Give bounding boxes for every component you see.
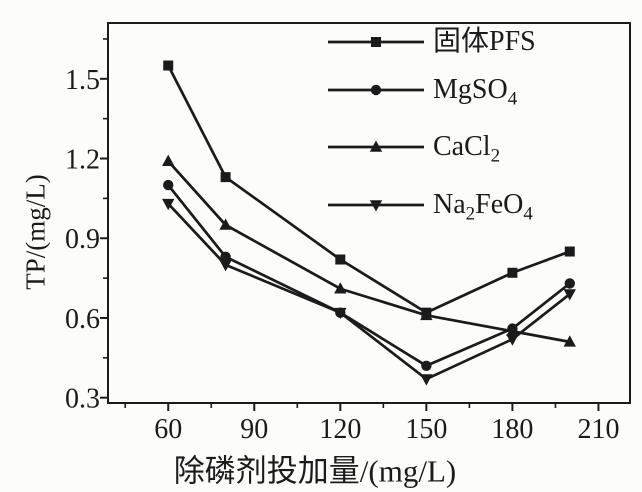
data-marker-mgso4 — [220, 251, 231, 263]
data-marker-cacl2 — [563, 335, 576, 347]
legend-key-na2feo4 — [328, 200, 424, 212]
plot-frame — [107, 22, 631, 404]
data-marker-cacl2 — [334, 282, 347, 294]
legend-item-pfs: 固体PFS — [328, 24, 536, 60]
legend-triangle-up-icon — [369, 140, 383, 152]
data-marker-mgso4 — [421, 360, 432, 371]
x-tick-label: 120 — [319, 414, 361, 445]
y-axis-title: TP/(mg/L) — [20, 174, 51, 290]
data-marker-cacl2 — [162, 154, 175, 166]
legend-key-mgso4 — [328, 84, 424, 96]
legend-label-na2feo4: Na2FeO4 — [433, 189, 533, 225]
series-line-pfs — [167, 64, 571, 315]
data-marker-na2feo4 — [162, 198, 175, 211]
data-marker-pfs — [507, 267, 518, 278]
legend-item-cacl2: CaCl2 — [328, 129, 501, 167]
data-marker-pfs — [220, 172, 231, 183]
data-marker-cacl2 — [506, 324, 519, 337]
y-tick-label: 1.2 — [65, 145, 100, 176]
legend-triangle-down-icon — [369, 200, 383, 212]
series-line-na2feo4 — [167, 202, 571, 381]
x-tick-label: 180 — [491, 414, 533, 445]
legend-key-cacl2 — [328, 140, 424, 152]
data-marker-na2feo4 — [219, 260, 232, 272]
x-tick-label: 150 — [405, 414, 447, 445]
legend-circle-icon — [370, 84, 382, 96]
data-marker-pfs — [564, 246, 575, 257]
x-axis-title: 除磷剂投加量/(mg/L) — [173, 453, 457, 489]
legend-square-icon — [371, 37, 381, 47]
series-line-mgso4 — [167, 184, 571, 368]
data-marker-pfs — [163, 60, 174, 71]
x-tick-label: 210 — [577, 414, 619, 445]
legend-item-na2feo4: Na2FeO4 — [328, 187, 533, 225]
data-marker-mgso4 — [163, 179, 174, 191]
legend-item-mgso4: MgSO4 — [328, 72, 518, 110]
x-tick-label: 60 — [154, 414, 182, 445]
y-tick-label: 0.9 — [65, 224, 100, 255]
data-marker-cacl2 — [219, 218, 232, 230]
data-marker-na2feo4 — [563, 289, 576, 301]
x-tick-label: 90 — [240, 414, 268, 445]
y-tick-label: 1.5 — [65, 65, 100, 96]
legend-label-mgso4: MgSO4 — [433, 74, 518, 110]
data-marker-pfs — [335, 254, 346, 265]
legend-key-pfs — [328, 37, 424, 47]
data-marker-na2feo4 — [420, 374, 433, 386]
data-marker-mgso4 — [564, 278, 575, 289]
data-marker-cacl2 — [420, 308, 433, 321]
data-marker-na2feo4 — [334, 307, 347, 320]
y-tick-label: 0.6 — [65, 304, 100, 335]
legend-label-cacl2: CaCl2 — [433, 131, 501, 167]
y-tick-label: 0.3 — [65, 384, 100, 415]
legend-label-pfs: 固体PFS — [433, 26, 536, 57]
data-marker-na2feo4 — [506, 334, 519, 346]
